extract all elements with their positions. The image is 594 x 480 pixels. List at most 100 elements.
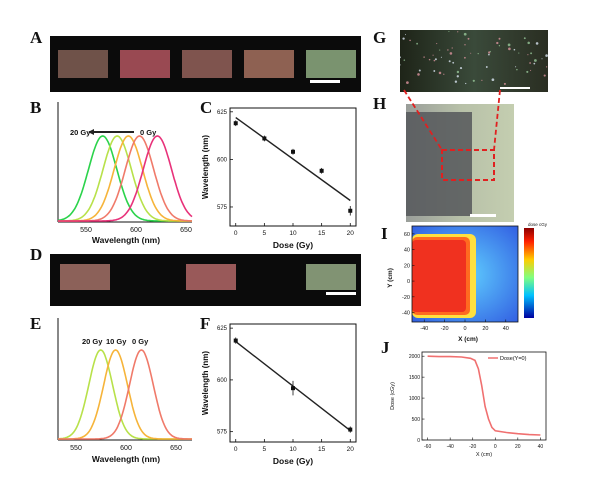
panel-label-c: C	[200, 98, 213, 117]
chart-f-x-tick-3: 10	[289, 446, 297, 453]
x-tick-b-2: 600	[130, 227, 142, 234]
panel-a-film-strip	[50, 36, 361, 92]
panel-label-f: F	[200, 314, 211, 333]
spectrum-e-series-2	[58, 349, 192, 440]
x-tick-b-3: 650	[180, 227, 192, 234]
profile-x-tick-5: 20	[515, 444, 521, 450]
chart-c-x-tick-1: 0	[234, 230, 238, 237]
x-tick-e-2: 600	[120, 445, 132, 452]
x-axis-title-b: Wavelength (nm)	[92, 235, 160, 245]
x-axis-title-i: X (cm)	[458, 336, 478, 343]
panel-label-d: D	[30, 245, 43, 264]
panel-h-film-photo	[403, 89, 514, 222]
chart-c-y-tick-3: 575	[217, 205, 228, 211]
dose-label-e-0: 0 Gy	[132, 337, 149, 346]
panel-label-a: A	[30, 28, 43, 47]
scale-bar-d	[326, 292, 356, 295]
chart-c-x-tick-5: 20	[347, 230, 355, 237]
profile-x-tick-3: -20	[469, 444, 476, 450]
dose-map-y-tick-2: 40	[404, 248, 410, 254]
chart-f-y-tick-3: 575	[217, 430, 228, 436]
x-axis-title-f: Dose (Gy)	[273, 456, 313, 466]
chart-f-x-tick-1: 0	[234, 446, 238, 453]
spectrum-e-series-1	[57, 349, 192, 440]
zoom-connector-right	[493, 89, 501, 151]
chart-f-x-tick-2: 5	[263, 446, 267, 453]
panel-label-b: B	[30, 98, 42, 117]
profile-x-tick-6: 40	[538, 444, 544, 450]
profile-x-tick-4: 0	[494, 444, 497, 450]
panel-label-e: E	[30, 314, 42, 333]
chart-f-x-tick-5: 20	[347, 446, 355, 453]
colorbar-title: dose cGy	[528, 222, 548, 227]
chart-f-y-tick-2: 600	[217, 378, 228, 384]
dose-map-y-tick-3: 20	[404, 263, 410, 269]
profile-x-tick-2: -40	[447, 444, 454, 450]
panel-b-spectra-chart: 20 Gy 0 Gy 550 600 650 Wavelength (nm)	[57, 102, 193, 245]
dose-map-x-tick-4: 20	[482, 326, 488, 332]
x-axis-title-e: Wavelength (nm)	[92, 454, 160, 464]
panel-label-i: I	[381, 224, 388, 243]
roi-box	[441, 149, 495, 181]
chart-f-point-2	[291, 386, 295, 391]
panel-f-linear-fit-chart: 0 5 10 15 20 625 600 575 Wavelength (nm) Dose (…	[201, 323, 357, 466]
panel-i-dose-map: dose cGy 60 40 20 0 -20 -40 -40 -20 0 20 40 Y (cm)…	[387, 222, 548, 343]
profile-y-tick-5: 0	[417, 438, 420, 444]
panel-label-g: G	[373, 28, 387, 47]
film-sample-a-2	[120, 50, 170, 78]
profile-y-tick-2: 1500	[409, 375, 420, 381]
legend-label-j: Dose(Y=0)	[500, 356, 527, 362]
panel-d-film-strip	[50, 254, 361, 306]
arrow-end-label-b: 0 Gy	[140, 128, 157, 137]
y-axis-title-i: Y (cm)	[387, 268, 394, 288]
profile-x-tick-1: -60	[424, 444, 431, 450]
chart-f-y-tick-1: 625	[217, 326, 228, 332]
dose-map-y-tick-5: -20	[402, 295, 410, 301]
chart-f-x-tick-4: 15	[318, 446, 326, 453]
x-tick-b-1: 550	[80, 227, 92, 234]
dose-map-x-tick-5: 40	[503, 326, 509, 332]
dose-map-y-tick-6: -40	[402, 311, 410, 317]
zoom-connector-left	[403, 89, 443, 151]
colorbar	[524, 228, 534, 318]
irradiated-region	[406, 112, 472, 216]
scale-bar-a	[310, 80, 340, 83]
chart-c-x-tick-2: 5	[263, 230, 267, 237]
y-axis-title-f: Wavelength (nm)	[201, 351, 210, 415]
dose-map-x-tick-2: -20	[441, 326, 449, 332]
film-sample-a-4	[244, 50, 294, 78]
chart-c-y-tick-2: 600	[217, 157, 228, 163]
film-sample-a-5	[306, 50, 356, 78]
dose-map-y-tick-1: 60	[404, 232, 410, 238]
spectrum-b-series-2	[58, 135, 192, 222]
dose-label-e-20: 20 Gy	[82, 337, 103, 346]
film-sample-a-1	[58, 50, 108, 78]
chart-c-y-tick-1: 625	[217, 110, 228, 116]
scale-bar-h	[470, 214, 496, 217]
arrow-start-label-b: 20 Gy	[70, 128, 91, 137]
chart-c-fit-line	[235, 116, 351, 202]
dose-map-field	[412, 240, 466, 312]
profile-y-tick-3: 1000	[409, 396, 420, 402]
film-sample-a-3	[182, 50, 232, 78]
profile-y-tick-1: 2000	[409, 354, 420, 360]
panel-e-spectra-chart: 20 Gy 10 Gy 0 Gy 550 600 650 Wavelength …	[57, 318, 192, 464]
chart-c-point-4	[319, 168, 324, 173]
x-axis-title-c: Dose (Gy)	[273, 240, 313, 250]
panel-c-linear-fit-chart: 0 5 10 15 20 625 600 575 Wavelength (nm) Dose (…	[201, 107, 357, 250]
x-tick-e-3: 650	[170, 445, 182, 452]
spectrum-b-series-5	[58, 135, 193, 222]
chart-c-x-tick-3: 10	[289, 230, 297, 237]
profile-y-tick-4: 500	[412, 417, 421, 423]
film-sample-d-2	[186, 264, 236, 290]
film-sample-d-3	[306, 264, 356, 290]
panel-g-zoomed-film	[400, 30, 548, 92]
chart-f-point-3	[348, 427, 353, 432]
panel-label-h: H	[373, 94, 387, 113]
dose-label-e-10: 10 Gy	[106, 337, 127, 346]
spectrum-e-series-3	[58, 349, 192, 440]
film-sample-d-1	[60, 264, 110, 290]
dose-map-x-tick-3: 0	[463, 326, 466, 332]
y-axis-title-c: Wavelength (nm)	[201, 135, 210, 199]
panel-j-dose-profile: 2000 1500 1000 500 0 -60 -40 -20 0 20 40 Dose(Y=0)…	[390, 351, 547, 458]
